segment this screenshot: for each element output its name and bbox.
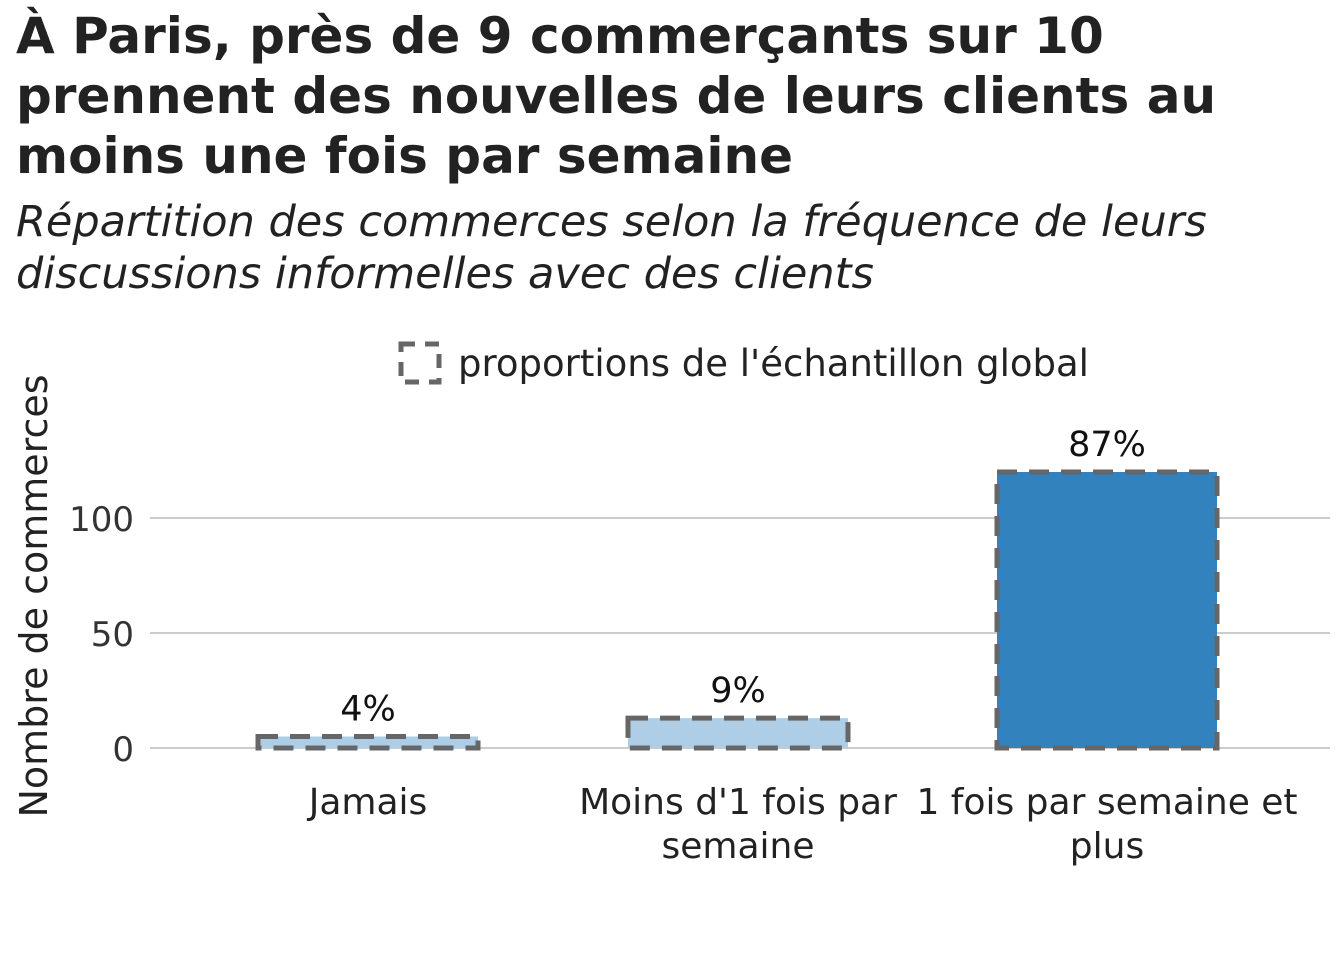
y-tick-label: 50 — [91, 615, 134, 655]
x-tick-label: semaine — [662, 826, 815, 867]
legend-label: proportions de l'échantillon global — [458, 342, 1089, 385]
bar-3 — [997, 472, 1217, 748]
x-tick-label: plus — [1070, 826, 1144, 867]
x-tick-label: Moins d'1 fois par — [579, 782, 897, 823]
legend-key-dashed-box — [398, 341, 442, 385]
data-label: 9% — [710, 671, 766, 711]
chart-subtitle: Répartition des commerces selon la fréqu… — [16, 197, 1207, 299]
data-label: 4% — [340, 690, 396, 730]
x-tick-label: 1 fois par semaine et — [916, 782, 1297, 823]
y-tick-label: 0 — [112, 730, 134, 770]
bar-1 — [258, 736, 478, 748]
x-tick-label: Jamais — [307, 782, 428, 823]
y-axis-label: Nombre de commerces — [12, 374, 56, 817]
reference-outline-3 — [994, 469, 1220, 751]
reference-outline-2 — [625, 715, 851, 751]
chart-title: À Paris, près de 9 commerçants sur 10 pr… — [16, 7, 1217, 185]
bar-2 — [628, 718, 848, 748]
reference-outline-1 — [255, 734, 481, 751]
y-tick-label: 100 — [69, 500, 134, 540]
data-label: 87% — [1068, 425, 1146, 465]
